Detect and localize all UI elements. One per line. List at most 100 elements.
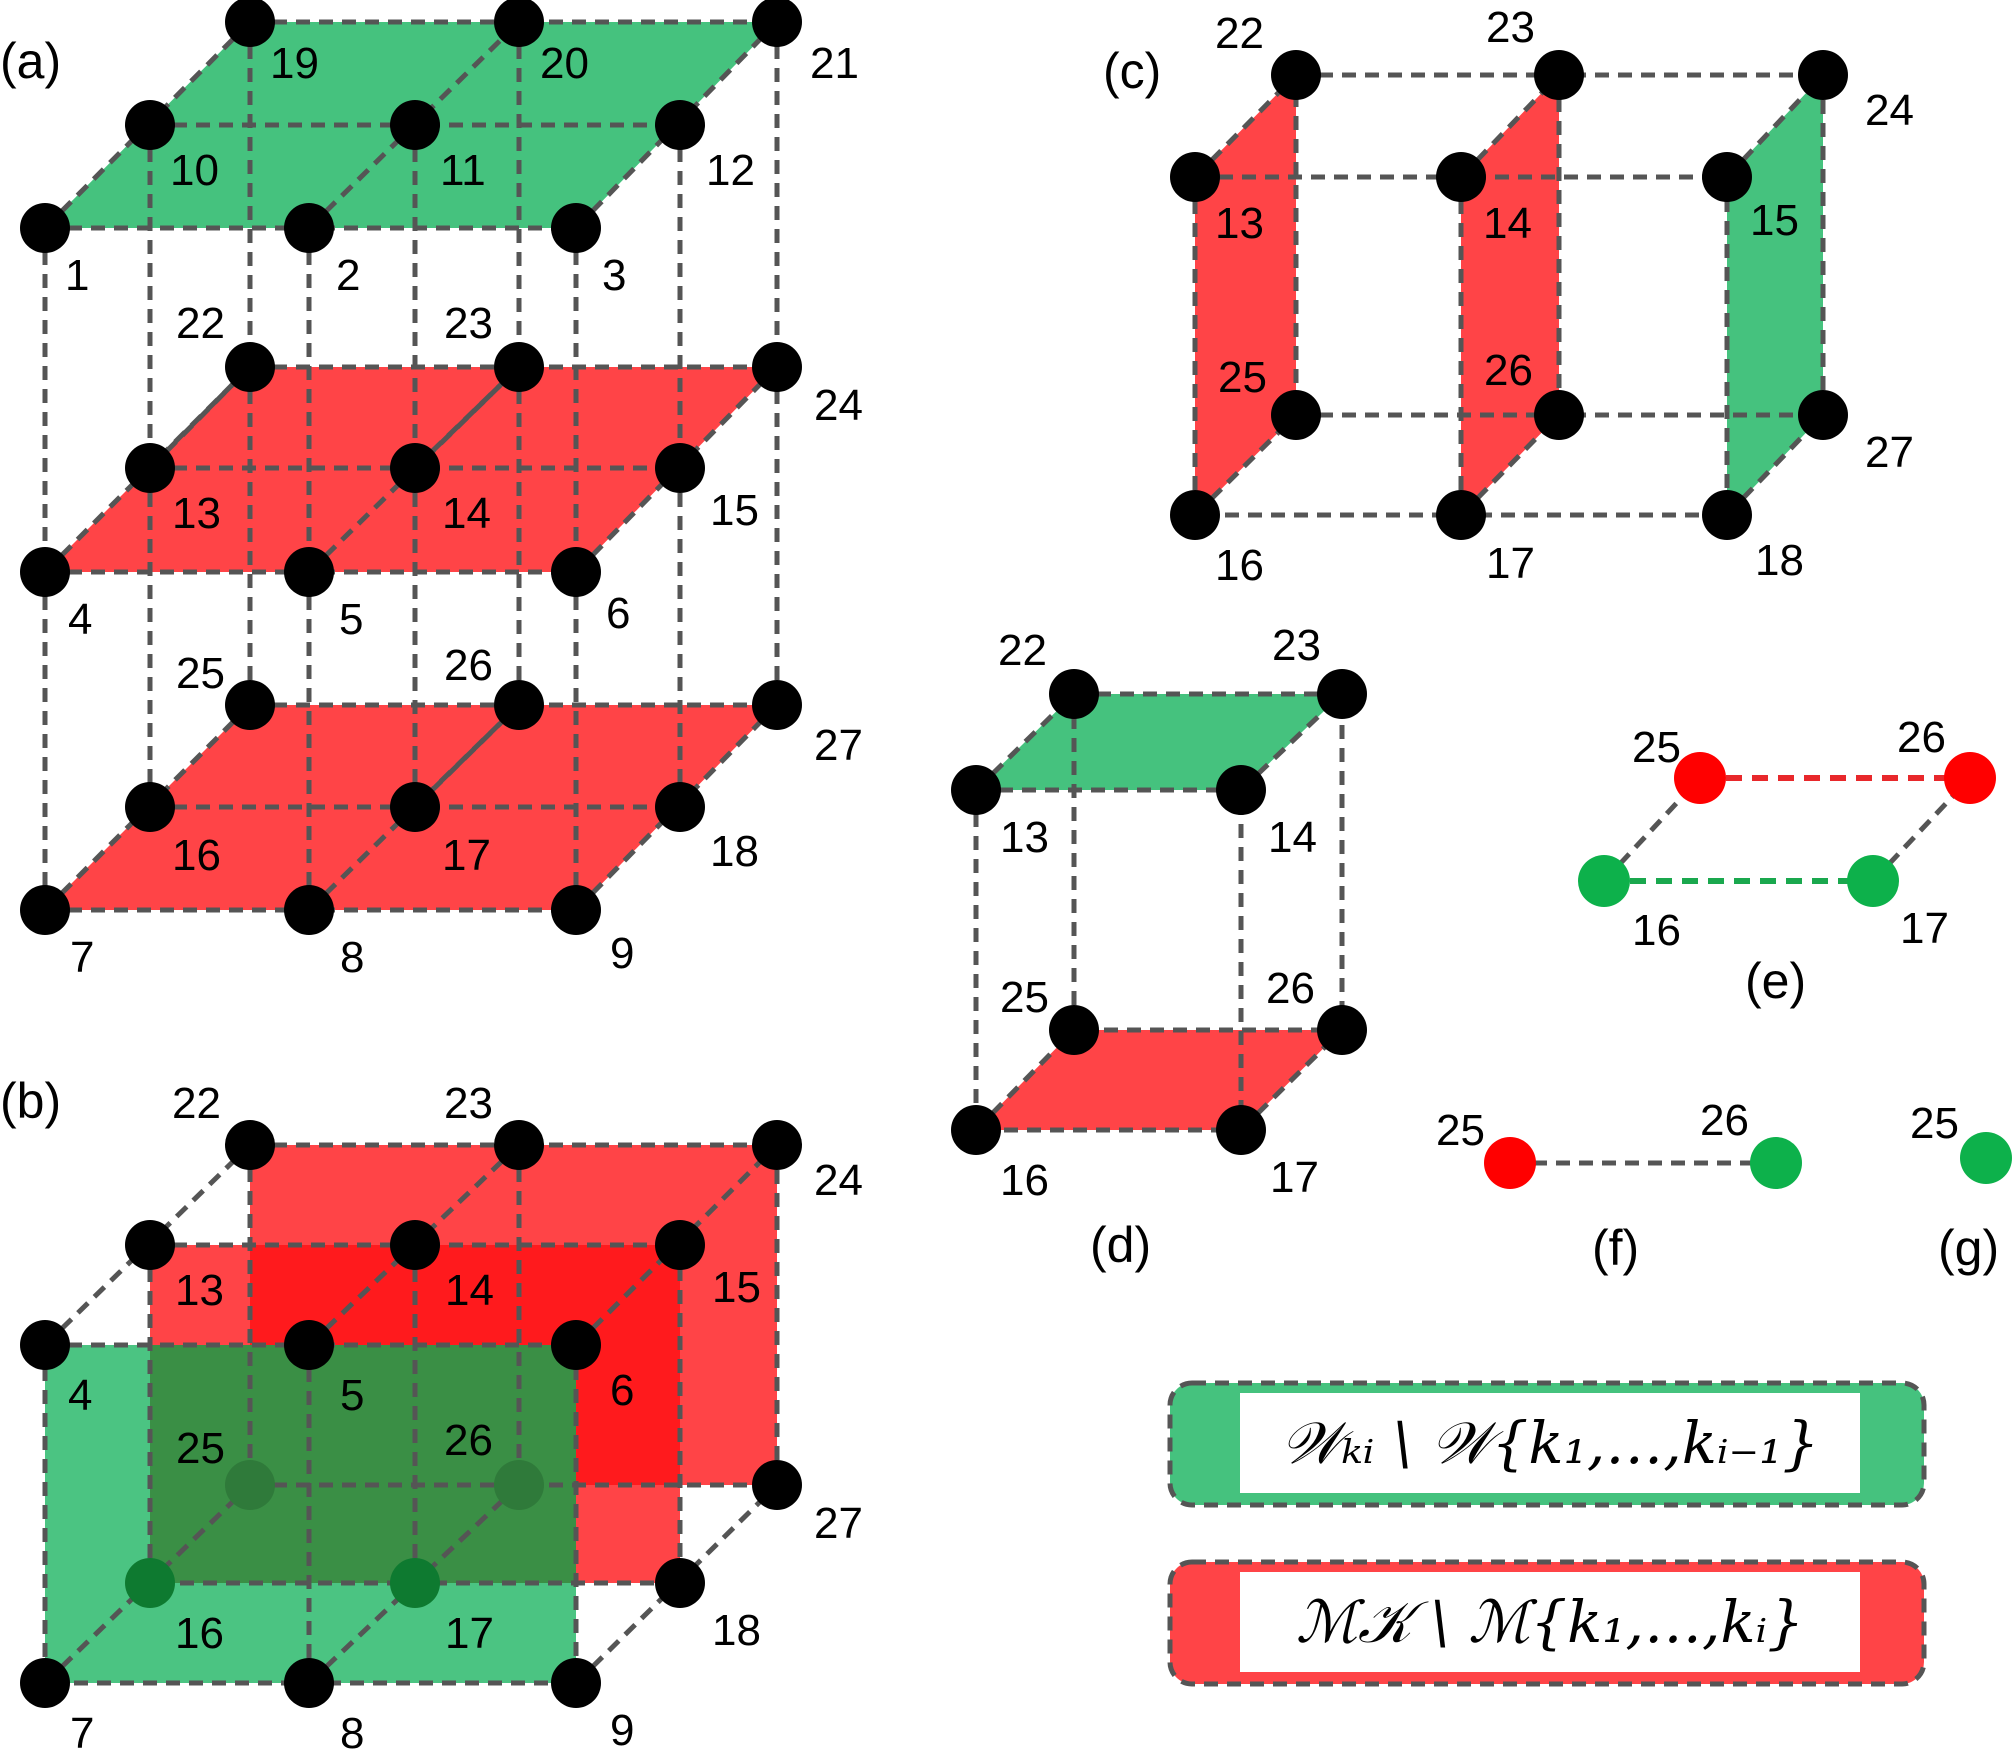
node-label: 23 xyxy=(444,1079,493,1128)
node-label: 25 xyxy=(176,649,225,698)
node-label: 23 xyxy=(444,299,493,348)
node-16 xyxy=(1578,855,1630,907)
node-23 xyxy=(494,342,544,392)
node-2 xyxy=(284,203,334,253)
node-label: 14 xyxy=(445,1266,494,1315)
panel-d-labels: 13 14 16 17 22 23 25 26 xyxy=(998,621,1321,1205)
node-label: 25 xyxy=(1000,973,1049,1022)
node-label: 16 xyxy=(172,831,221,880)
node-label: 26 xyxy=(444,641,493,690)
bottom-red-face xyxy=(976,1030,1342,1130)
node-26 xyxy=(1944,752,1996,804)
node-21 xyxy=(752,0,802,47)
legend-red: ℳ𝒦 \ ℳ{k₁,…,kᵢ} xyxy=(1167,1559,1927,1687)
node-18 xyxy=(655,782,705,832)
node-label: 18 xyxy=(710,827,759,876)
node-16 xyxy=(125,782,175,832)
legend-label-box xyxy=(1240,1393,1860,1493)
node-label: 25 xyxy=(1910,1099,1959,1148)
node-26 xyxy=(1750,1137,1802,1189)
node-6 xyxy=(551,1320,601,1370)
node-label: 27 xyxy=(814,721,863,770)
red-face-13 xyxy=(1195,75,1296,515)
node-label: 23 xyxy=(1272,621,1321,670)
node-label: 24 xyxy=(814,381,863,430)
node-label: 11 xyxy=(440,146,486,195)
node-13 xyxy=(951,765,1001,815)
panel-c: 13 14 15 16 17 18 22 23 24 25 26 27 (c) xyxy=(1103,3,1914,590)
node-label: 24 xyxy=(1865,86,1914,135)
node-label: 25 xyxy=(1632,723,1681,772)
node-26 xyxy=(494,1460,544,1510)
panel-d-nodes xyxy=(951,669,1367,1155)
panel-g: 25 (g) xyxy=(1910,1099,2012,1276)
node-label: 18 xyxy=(712,1606,761,1655)
panel-b-labels: 4 5 6 7 8 9 13 14 15 16 17 18 22 23 24 2… xyxy=(68,1079,863,1755)
node-label: 12 xyxy=(706,146,755,195)
node-20 xyxy=(494,0,544,47)
node-7 xyxy=(20,885,70,935)
node-14 xyxy=(390,443,440,493)
node-13 xyxy=(1170,152,1220,202)
node-18 xyxy=(655,1558,705,1608)
node-16 xyxy=(1170,490,1220,540)
node-label: 17 xyxy=(445,1609,494,1658)
node-label: 6 xyxy=(610,1366,634,1415)
node-4 xyxy=(20,547,70,597)
node-label: 2 xyxy=(336,251,360,300)
node-23 xyxy=(1534,50,1584,100)
node-8 xyxy=(284,1658,334,1708)
node-26 xyxy=(1317,1005,1367,1055)
node-26 xyxy=(494,680,544,730)
node-label: 16 xyxy=(1000,1156,1049,1205)
node-22 xyxy=(225,342,275,392)
panel-c-nodes xyxy=(1170,50,1848,540)
panel-b-nodes xyxy=(20,1120,802,1708)
node-label: 17 xyxy=(1270,1153,1319,1202)
node-25 xyxy=(1484,1137,1536,1189)
node-25 xyxy=(1674,752,1726,804)
red-face-14 xyxy=(1461,75,1559,515)
node-3 xyxy=(551,203,601,253)
node-label: 19 xyxy=(270,39,319,88)
node-label: 23 xyxy=(1486,3,1535,52)
node-19 xyxy=(225,0,275,47)
panel-label-e: (e) xyxy=(1745,953,1806,1009)
node-label: 9 xyxy=(610,1706,634,1755)
legend: 𝒲ₖᵢ \ 𝒲{k₁,…,kᵢ₋₁} ℳ𝒦 \ ℳ{k₁,…,kᵢ} xyxy=(1167,1380,1927,1687)
node-label: 7 xyxy=(70,1709,94,1755)
panel-label-g: (g) xyxy=(1938,1220,1999,1276)
node-14 xyxy=(390,1220,440,1270)
node-label: 6 xyxy=(606,589,630,638)
node-label: 14 xyxy=(442,489,491,538)
node-23 xyxy=(494,1120,544,1170)
node-26 xyxy=(1534,390,1584,440)
panel-label-a: (a) xyxy=(0,33,61,89)
green-face-15 xyxy=(1727,75,1823,515)
node-label: 7 xyxy=(70,933,94,982)
node-label: 25 xyxy=(1436,1106,1485,1155)
node-label: 24 xyxy=(814,1156,863,1205)
node-24 xyxy=(1798,50,1848,100)
node-13 xyxy=(125,443,175,493)
node-label: 26 xyxy=(444,1416,493,1465)
panel-a: 1 2 3 4 5 6 7 8 9 10 11 12 13 14 15 16 1… xyxy=(0,0,863,982)
node-17 xyxy=(1847,855,1899,907)
node-label: 26 xyxy=(1700,1096,1749,1145)
node-14 xyxy=(1436,152,1486,202)
node-label: 14 xyxy=(1268,813,1317,862)
node-label: 16 xyxy=(1215,541,1264,590)
node-label: 5 xyxy=(339,595,363,644)
node-17 xyxy=(390,1558,440,1608)
node-15 xyxy=(655,1220,705,1270)
panel-b: 4 5 6 7 8 9 13 14 15 16 17 18 22 23 24 2… xyxy=(0,1073,863,1755)
node-label: 27 xyxy=(814,1499,863,1548)
node-23 xyxy=(1317,669,1367,719)
panel-d: 13 14 16 17 22 23 25 26 (d) xyxy=(951,621,1367,1273)
node-label: 20 xyxy=(540,39,589,88)
node-label: 18 xyxy=(1755,536,1804,585)
overlap-green-face xyxy=(150,1345,576,1583)
panel-c-labels: 13 14 15 16 17 18 22 23 24 25 26 27 xyxy=(1215,3,1914,590)
panel-label-d: (d) xyxy=(1090,1217,1151,1273)
node-label: 15 xyxy=(710,486,759,535)
